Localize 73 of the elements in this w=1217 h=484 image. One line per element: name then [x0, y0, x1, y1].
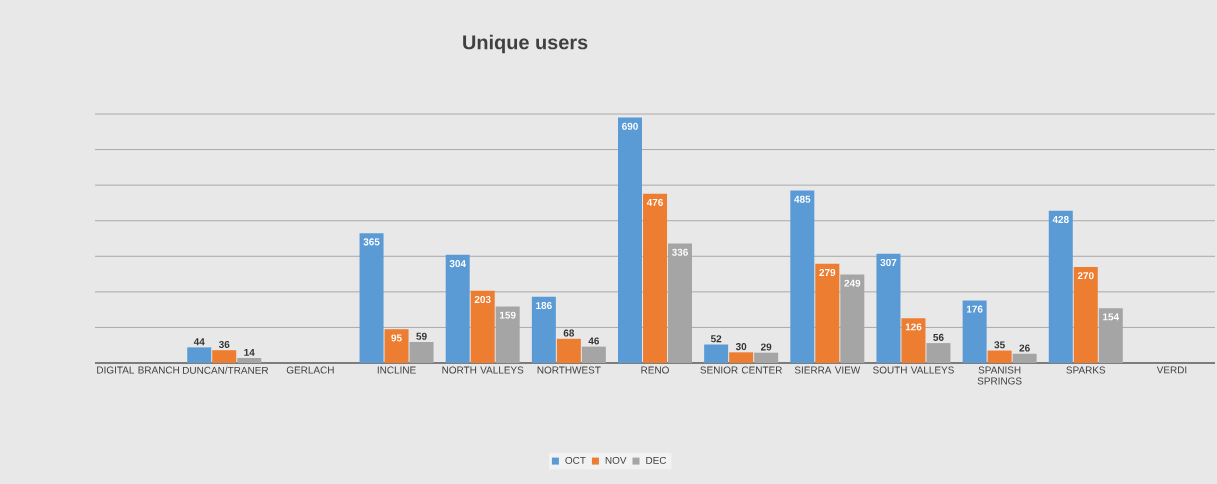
data-label: 690: [622, 122, 638, 130]
bar: [815, 263, 840, 363]
x-tick-label: SOUTH VALLEYS: [873, 366, 954, 374]
bar: [359, 233, 384, 363]
data-label: 304: [449, 260, 466, 268]
bar: [987, 350, 1012, 363]
data-label: 44: [193, 338, 205, 346]
data-label: 186: [536, 302, 552, 310]
bar: [926, 343, 951, 363]
x-tick-label: DIGITAL BRANCH: [97, 366, 179, 374]
x-tick-label: SPARKS: [1066, 366, 1106, 374]
data-label: 26: [1019, 344, 1030, 352]
bar: [901, 318, 926, 363]
data-label: 46: [588, 337, 600, 345]
x-tick-label: INCLINE: [377, 366, 416, 374]
bar: [1012, 353, 1037, 363]
x-tick-label: SIERRA VIEW: [794, 366, 861, 374]
legend-label: NOV: [605, 456, 627, 464]
data-label: 52: [710, 335, 722, 343]
chart-title: Unique users: [463, 34, 588, 54]
bar: [531, 296, 556, 363]
data-label: 203: [474, 295, 491, 304]
bar: [1048, 210, 1073, 363]
x-tick-label: DUNCAN/TRANER: [183, 366, 269, 374]
data-label: 365: [363, 238, 380, 246]
x-tick-label: GERLACH: [286, 366, 334, 374]
bar: [470, 290, 495, 363]
data-label: 126: [905, 323, 922, 331]
data-label: 68: [563, 329, 575, 337]
data-label: 476: [646, 198, 663, 206]
bar: [187, 347, 212, 363]
x-tick-label: SPANISH SPRINGS: [977, 366, 1022, 385]
x-tick-label: RENO: [641, 366, 669, 374]
data-label: 176: [966, 305, 983, 313]
bar: [409, 342, 434, 363]
bar: [790, 190, 815, 363]
x-tick-label: VERDI: [1156, 366, 1187, 374]
x-tick-label: SENIOR CENTER: [700, 366, 782, 374]
x-tick-label: NORTHWEST: [537, 366, 601, 374]
data-label: 154: [1103, 313, 1120, 321]
data-label: 36: [218, 340, 230, 348]
legend-label: DEC: [646, 456, 667, 464]
data-label: 159: [500, 311, 516, 319]
data-label: 59: [416, 332, 427, 340]
legend-label: OCT: [565, 456, 586, 464]
bar: [618, 117, 642, 363]
x-tick-label: NORTH VALLEYS: [442, 366, 524, 374]
data-label: 336: [671, 248, 688, 256]
bar: [754, 352, 779, 363]
data-label: 307: [880, 259, 897, 267]
bar: [445, 254, 470, 363]
bar: [704, 344, 729, 363]
bar: [1073, 266, 1098, 363]
data-label: 14: [244, 348, 255, 356]
bar: [581, 346, 606, 363]
data-label: 485: [794, 195, 811, 203]
data-label: 428: [1052, 215, 1069, 223]
bar: [876, 253, 901, 363]
bar: [237, 358, 262, 363]
data-label: 35: [994, 341, 1005, 349]
bar: [384, 329, 409, 363]
data-label: 29: [760, 343, 772, 351]
bar: [729, 352, 754, 363]
data-label: 249: [844, 279, 861, 287]
data-label: 279: [819, 268, 836, 276]
bar: [212, 350, 237, 363]
bar: [962, 300, 987, 363]
bar: [556, 338, 581, 363]
data-label: 30: [735, 343, 747, 351]
data-label: 56: [933, 333, 944, 341]
data-label: 270: [1077, 272, 1094, 280]
data-label: 95: [391, 334, 402, 342]
bar: [643, 193, 667, 363]
